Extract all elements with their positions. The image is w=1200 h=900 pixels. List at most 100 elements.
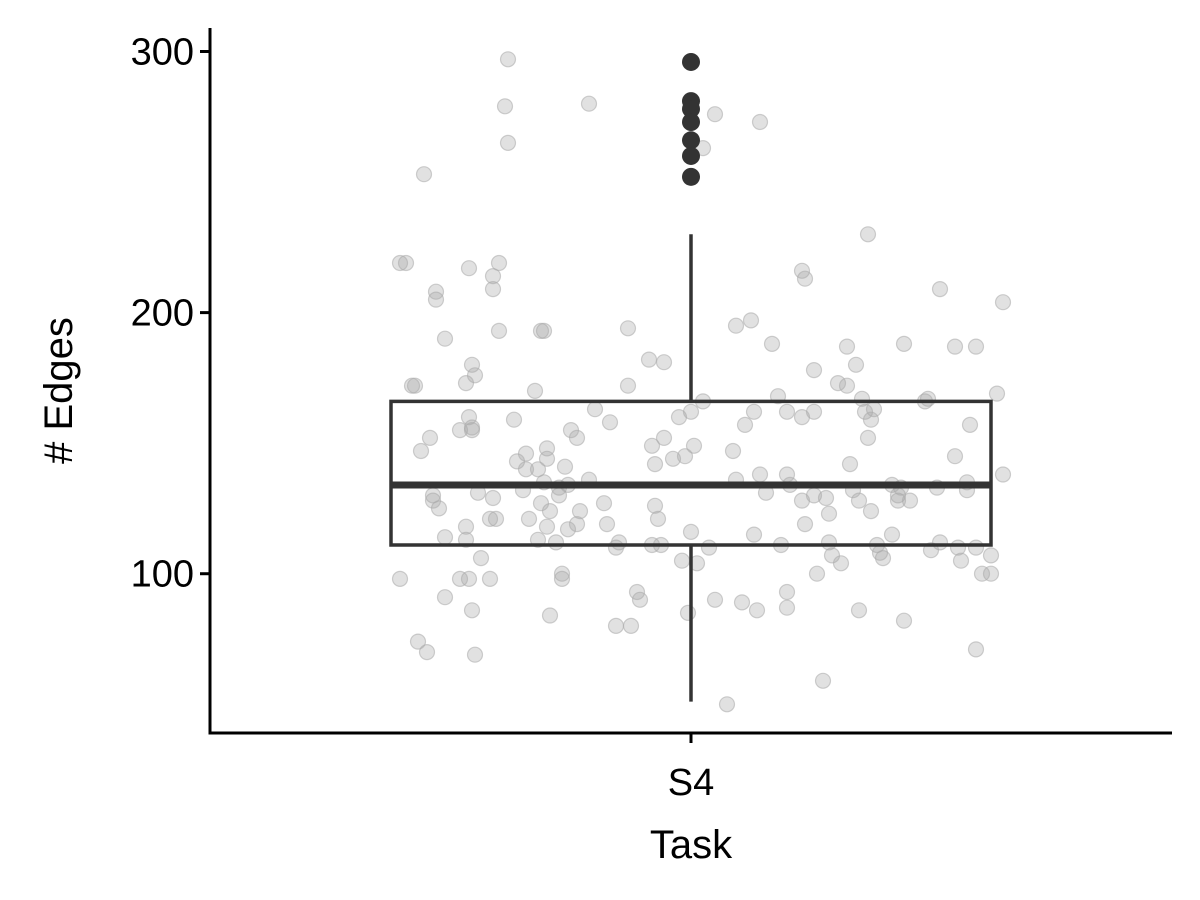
- jitter-point: [463, 602, 481, 619]
- tick-labels: 100 200 300 S4: [131, 32, 715, 805]
- jitter-point: [601, 414, 619, 431]
- outlier-point: [682, 131, 700, 150]
- jitter-point: [631, 591, 649, 608]
- jitter-point: [778, 583, 796, 601]
- jitter-point: [505, 411, 523, 428]
- jitter-point: [763, 335, 781, 352]
- jitter-point: [832, 555, 850, 572]
- jitter-point: [418, 643, 436, 661]
- outlier-point: [682, 113, 700, 131]
- jitter-point: [619, 377, 637, 394]
- jitter-point: [598, 515, 616, 533]
- jitter-point: [946, 338, 964, 355]
- jitter-point: [778, 403, 796, 420]
- jitter-point: [895, 335, 913, 352]
- jitter-point: [655, 429, 673, 446]
- jitter-point: [973, 565, 991, 582]
- jitter-point: [742, 312, 760, 329]
- jitter-point: [553, 565, 571, 582]
- jitter-point: [874, 549, 892, 567]
- jitter-point: [649, 510, 667, 528]
- jitter-point: [850, 602, 868, 619]
- jitter-point: [724, 442, 742, 460]
- jitter-point: [484, 489, 502, 507]
- outlier-point: [682, 99, 700, 118]
- jitter-point: [919, 390, 937, 407]
- jitter-point: [862, 411, 880, 428]
- jitter-point: [685, 437, 703, 454]
- jitter-point: [817, 489, 835, 507]
- jitter-point: [457, 518, 475, 535]
- jitter-point: [808, 565, 826, 582]
- jitter-point: [967, 641, 985, 658]
- jitter-point: [436, 529, 454, 546]
- jitter-point: [793, 492, 811, 509]
- jitter-point: [481, 510, 499, 528]
- jitter-point: [427, 291, 445, 308]
- jitter-point: [451, 570, 469, 588]
- jitter-point: [499, 51, 517, 68]
- jitter-point: [529, 461, 547, 478]
- jitter-point: [412, 442, 430, 460]
- jitter-point: [901, 492, 919, 509]
- jitter-point: [778, 599, 796, 616]
- jitter-point: [814, 672, 832, 689]
- jitter-point: [862, 503, 880, 520]
- jitter-point: [700, 539, 718, 556]
- jitter-point: [397, 254, 415, 272]
- jitter-point: [619, 320, 637, 337]
- jitter-point: [460, 260, 478, 277]
- jitter-point: [568, 429, 586, 446]
- jitter-point: [745, 526, 763, 543]
- jitter-point: [931, 534, 949, 551]
- outlier-point: [682, 167, 700, 186]
- jitter-point: [859, 226, 877, 243]
- jitter-point: [640, 351, 658, 368]
- jitter-point: [694, 140, 712, 157]
- jitter-point: [436, 589, 454, 606]
- jitter-point: [646, 456, 664, 473]
- jitter-point: [451, 422, 469, 439]
- jitter-point: [706, 591, 724, 608]
- jitter-point: [727, 317, 745, 334]
- jitter-point: [490, 254, 508, 272]
- jitter-point: [520, 510, 538, 528]
- jitter-point: [865, 401, 883, 418]
- jitter-point: [538, 518, 556, 535]
- jitter-point: [607, 617, 625, 635]
- jitter-point: [829, 375, 847, 392]
- jitter-point: [568, 515, 586, 533]
- jitter-point: [706, 106, 724, 123]
- jitter-point: [466, 646, 484, 663]
- jitter-point: [994, 294, 1012, 311]
- jitter-point: [610, 534, 628, 551]
- jitter-point: [664, 450, 682, 467]
- jitter-point: [676, 448, 694, 465]
- outlier-point: [682, 146, 700, 165]
- jitter-point: [838, 338, 856, 355]
- jitter-point: [463, 419, 481, 436]
- jitter-point: [391, 570, 409, 588]
- jitter-point: [424, 492, 442, 509]
- jitter-point: [805, 403, 823, 420]
- jitter-point: [643, 437, 661, 454]
- jitter-point: [982, 565, 1000, 582]
- y-tick-label: 100: [131, 554, 194, 596]
- jitter-point: [484, 268, 502, 285]
- jitter-point: [391, 254, 409, 272]
- jitter-point: [679, 604, 697, 622]
- jitter-point: [538, 450, 556, 467]
- jitter-point: [748, 602, 766, 619]
- jitter-point: [622, 617, 640, 635]
- x-axis-title: Task: [650, 823, 733, 867]
- jitter-point: [847, 356, 865, 373]
- jitter-point: [460, 570, 478, 588]
- jitter-point: [535, 322, 553, 339]
- jitter-point: [595, 495, 613, 512]
- jitter-point: [931, 281, 949, 298]
- jitter-point: [484, 281, 502, 298]
- jitter-point: [889, 492, 907, 509]
- jitter-point: [745, 403, 763, 420]
- jitter-point: [541, 503, 559, 520]
